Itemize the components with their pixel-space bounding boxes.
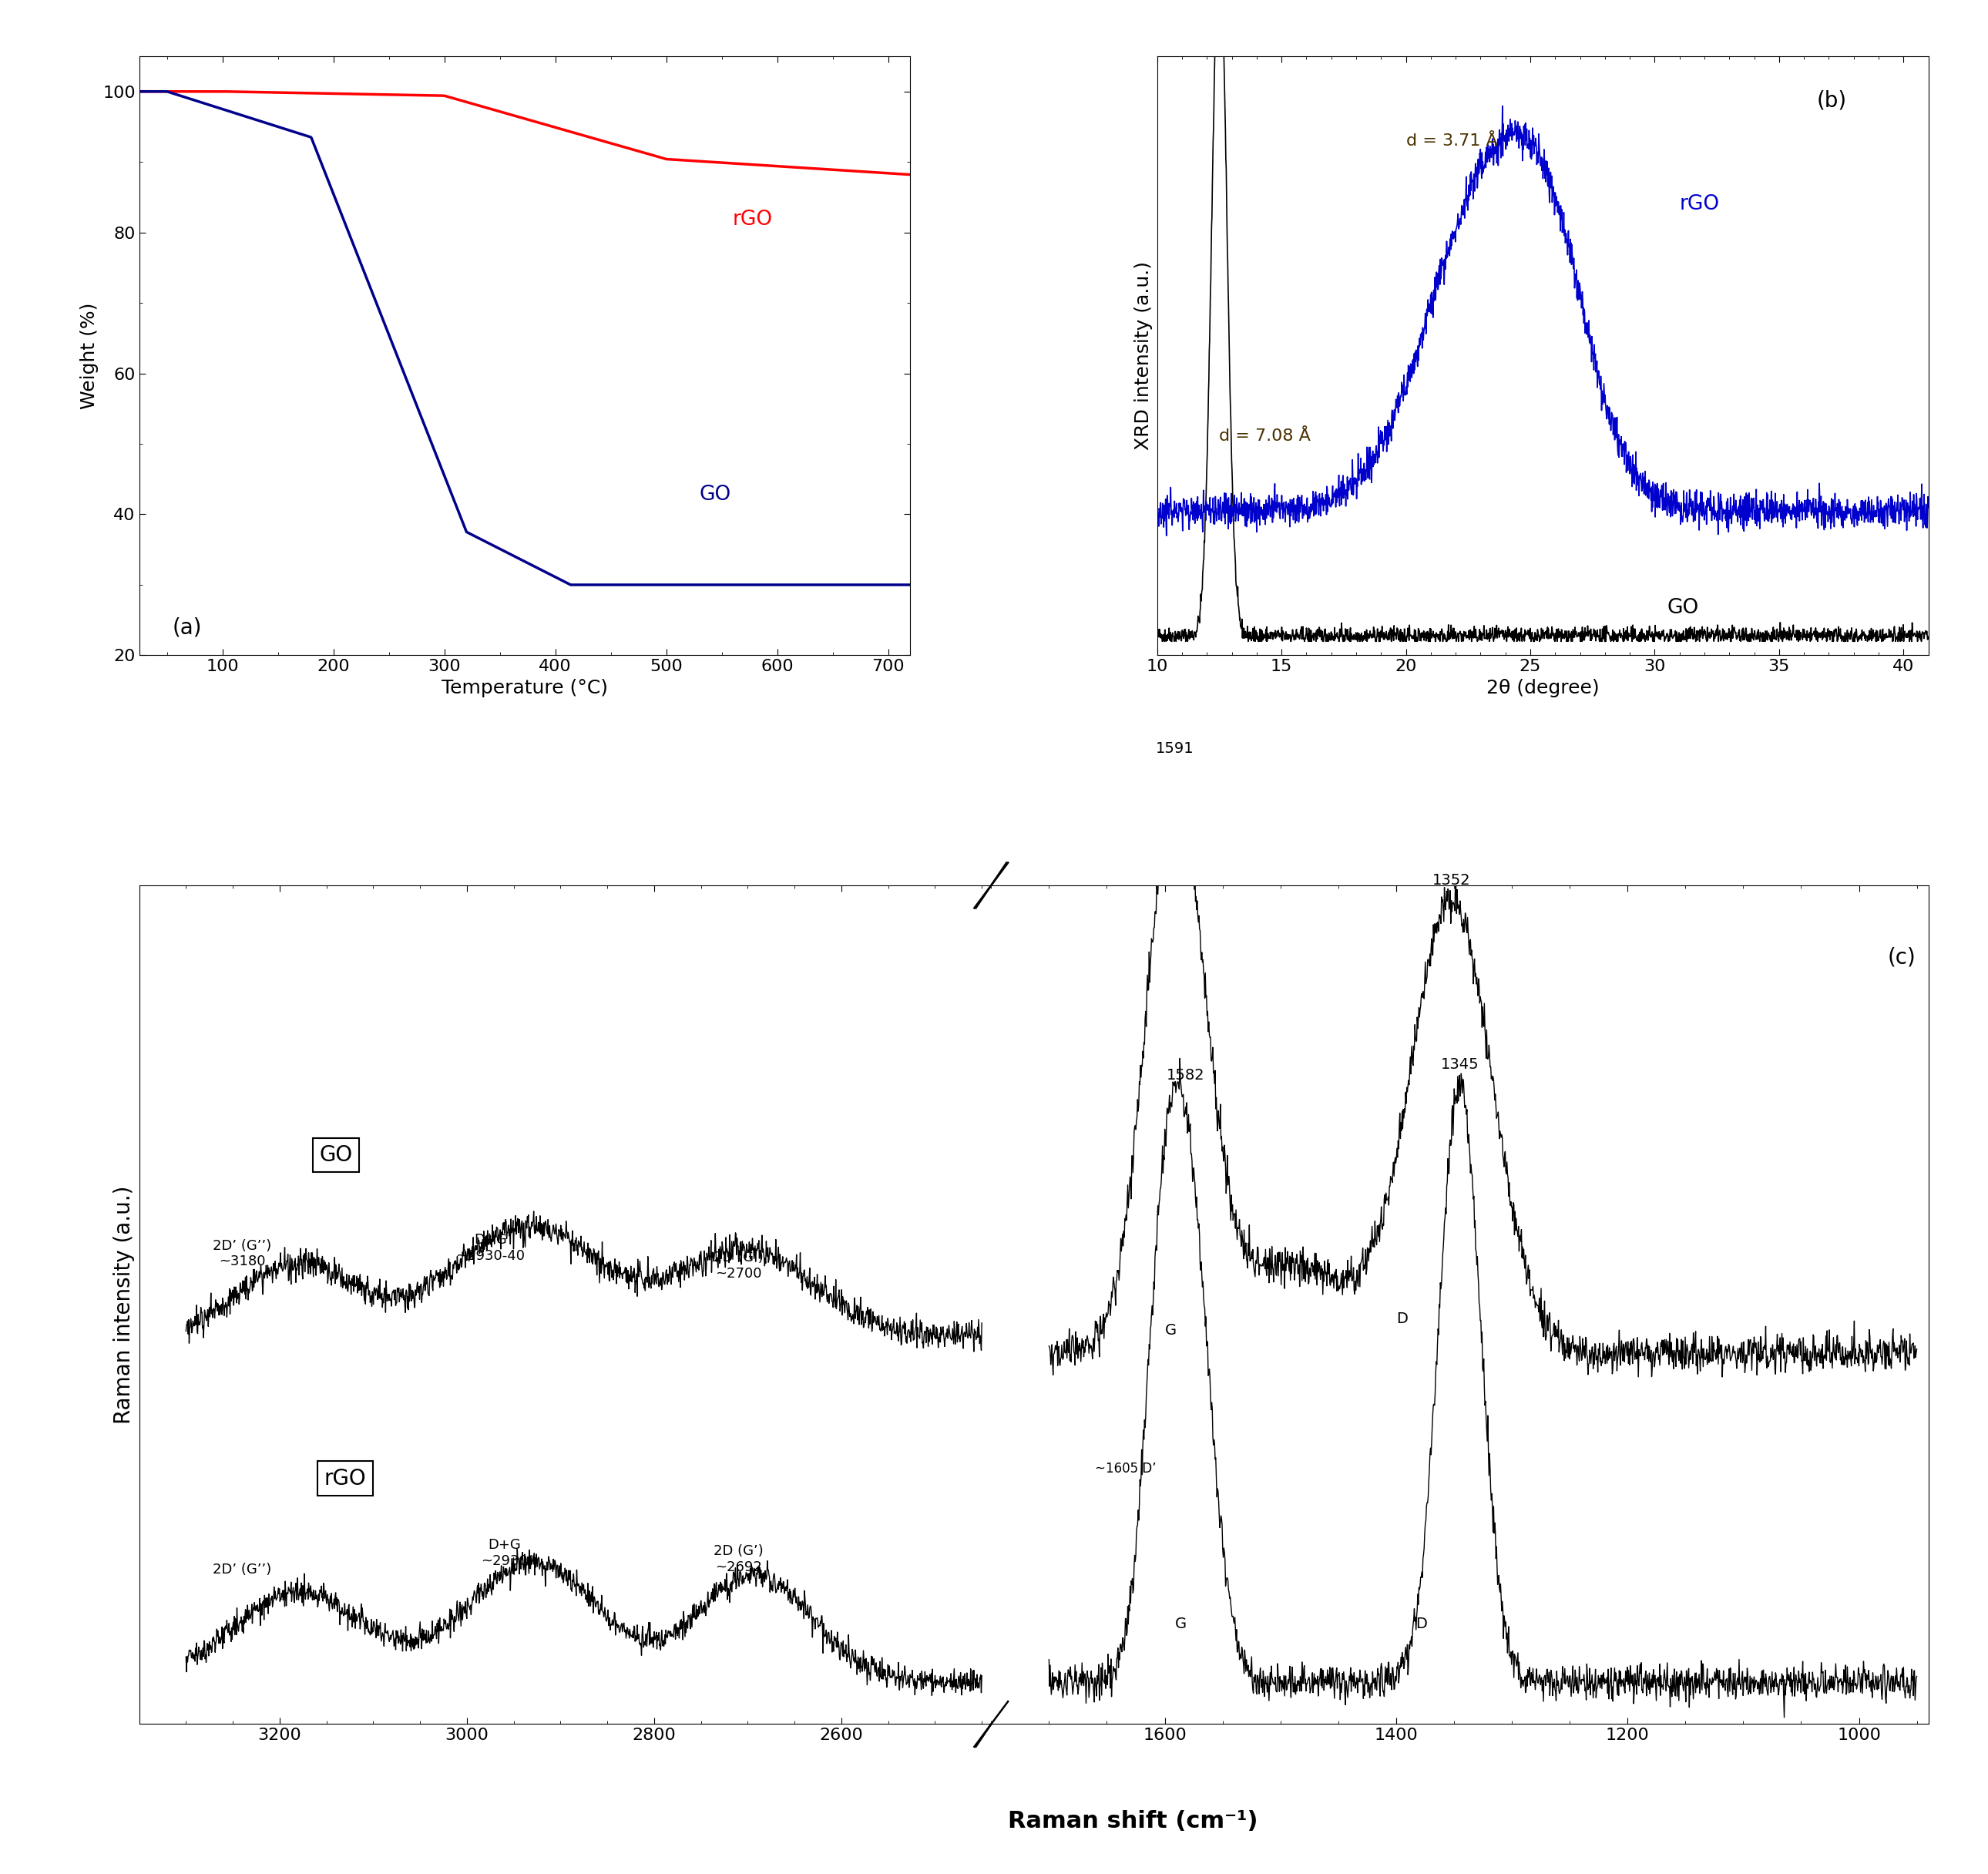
Text: (b): (b) <box>1817 90 1847 111</box>
Text: rGO: rGO <box>734 210 773 231</box>
Text: GO: GO <box>1668 598 1700 618</box>
Text: rGO: rGO <box>1680 195 1720 214</box>
Text: 1345: 1345 <box>1441 1057 1479 1072</box>
Text: D+G
~2930: D+G ~2930 <box>481 1539 527 1569</box>
Text: D+G
~2930-40: D+G ~2930-40 <box>455 1233 525 1263</box>
Text: Raman shift (cm⁻¹): Raman shift (cm⁻¹) <box>1008 1810 1258 1833</box>
Text: 1352: 1352 <box>1433 873 1471 888</box>
Text: 2D’ (G’’)
~3180: 2D’ (G’’) ~3180 <box>213 1239 272 1269</box>
Text: GO: GO <box>320 1145 352 1166</box>
Text: 1582: 1582 <box>1167 1068 1205 1083</box>
Text: GO: GO <box>700 485 732 504</box>
Text: 1591: 1591 <box>1155 742 1195 755</box>
Text: 2D’ (G’’): 2D’ (G’’) <box>213 1563 272 1576</box>
Text: G: G <box>1165 1323 1177 1338</box>
Text: d = 3.71 Å: d = 3.71 Å <box>1406 133 1497 148</box>
Text: D: D <box>1415 1617 1427 1630</box>
Y-axis label: XRD intensity (a.u.): XRD intensity (a.u.) <box>1135 260 1153 450</box>
Text: 2D (G’)
~2692: 2D (G’) ~2692 <box>714 1544 763 1574</box>
Y-axis label: Raman intensity (a.u.): Raman intensity (a.u.) <box>113 1186 135 1424</box>
X-axis label: 2θ (degree): 2θ (degree) <box>1487 678 1598 697</box>
Text: (a): (a) <box>173 617 203 639</box>
Text: G: G <box>1175 1617 1187 1630</box>
Text: d = 7.08 Å: d = 7.08 Å <box>1219 429 1310 444</box>
Text: ~1605 D’: ~1605 D’ <box>1095 1462 1157 1475</box>
Text: rGO: rGO <box>324 1467 366 1490</box>
Text: (c): (c) <box>1889 946 1916 967</box>
X-axis label: Temperature (°C): Temperature (°C) <box>441 678 608 697</box>
Y-axis label: Weight (%): Weight (%) <box>80 302 97 409</box>
Text: 2D (G’)
~2700: 2D (G’) ~2700 <box>714 1250 763 1280</box>
Text: D: D <box>1396 1312 1408 1325</box>
